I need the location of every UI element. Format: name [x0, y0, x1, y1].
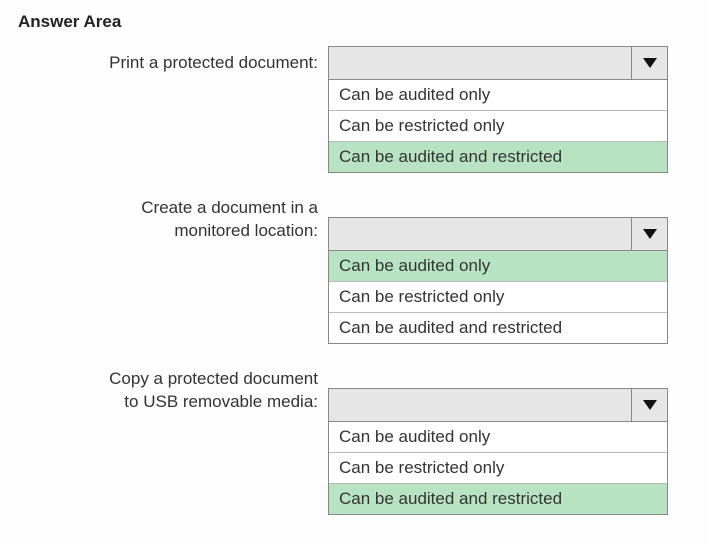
dropdown-value-area: [329, 47, 631, 79]
question-label: Copy a protected documentto USB removabl…: [18, 362, 328, 414]
dropdown-option[interactable]: Can be audited only: [329, 422, 667, 453]
question-label: Create a document in amonitored location…: [18, 191, 328, 243]
dropdown-value-area: [329, 389, 631, 421]
dropdown-control: Can be audited onlyCan be restricted onl…: [328, 362, 668, 515]
dropdown-option[interactable]: Can be restricted only: [329, 453, 667, 484]
dropdown-options: Can be audited onlyCan be restricted onl…: [328, 251, 668, 344]
spacer: [328, 191, 668, 217]
dropdown-header[interactable]: [328, 217, 668, 251]
question-label-line2: to USB removable media:: [18, 391, 318, 414]
dropdown-control: Can be audited onlyCan be restricted onl…: [328, 46, 668, 173]
question-label-line1: Print a protected document:: [18, 52, 318, 75]
dropdown-option[interactable]: Can be restricted only: [329, 282, 667, 313]
question-label-line1: Copy a protected document: [18, 368, 318, 391]
question-block: Copy a protected documentto USB removabl…: [18, 362, 690, 515]
dropdown-option[interactable]: Can be audited only: [329, 251, 667, 282]
dropdown-option[interactable]: Can be audited and restricted: [329, 142, 667, 172]
dropdown-header[interactable]: [328, 46, 668, 80]
dropdown-option[interactable]: Can be audited only: [329, 80, 667, 111]
dropdown-control: Can be audited onlyCan be restricted onl…: [328, 191, 668, 344]
question-block: Print a protected document: Can be audite…: [18, 46, 690, 173]
question-label-line1: Create a document in a: [18, 197, 318, 220]
chevron-down-icon[interactable]: [631, 389, 667, 421]
dropdown-options: Can be audited onlyCan be restricted onl…: [328, 422, 668, 515]
dropdown-option[interactable]: Can be audited and restricted: [329, 484, 667, 514]
spacer: [328, 362, 668, 388]
questions-container: Print a protected document: Can be audite…: [18, 46, 690, 515]
dropdown-options: Can be audited onlyCan be restricted onl…: [328, 80, 668, 173]
dropdown-option[interactable]: Can be restricted only: [329, 111, 667, 142]
dropdown-value-area: [329, 218, 631, 250]
dropdown-option[interactable]: Can be audited and restricted: [329, 313, 667, 343]
page-title: Answer Area: [18, 12, 690, 32]
chevron-down-icon[interactable]: [631, 218, 667, 250]
question-block: Create a document in amonitored location…: [18, 191, 690, 344]
chevron-down-icon[interactable]: [631, 47, 667, 79]
dropdown-header[interactable]: [328, 388, 668, 422]
question-label: Print a protected document:: [18, 46, 328, 75]
question-label-line2: monitored location:: [18, 220, 318, 243]
